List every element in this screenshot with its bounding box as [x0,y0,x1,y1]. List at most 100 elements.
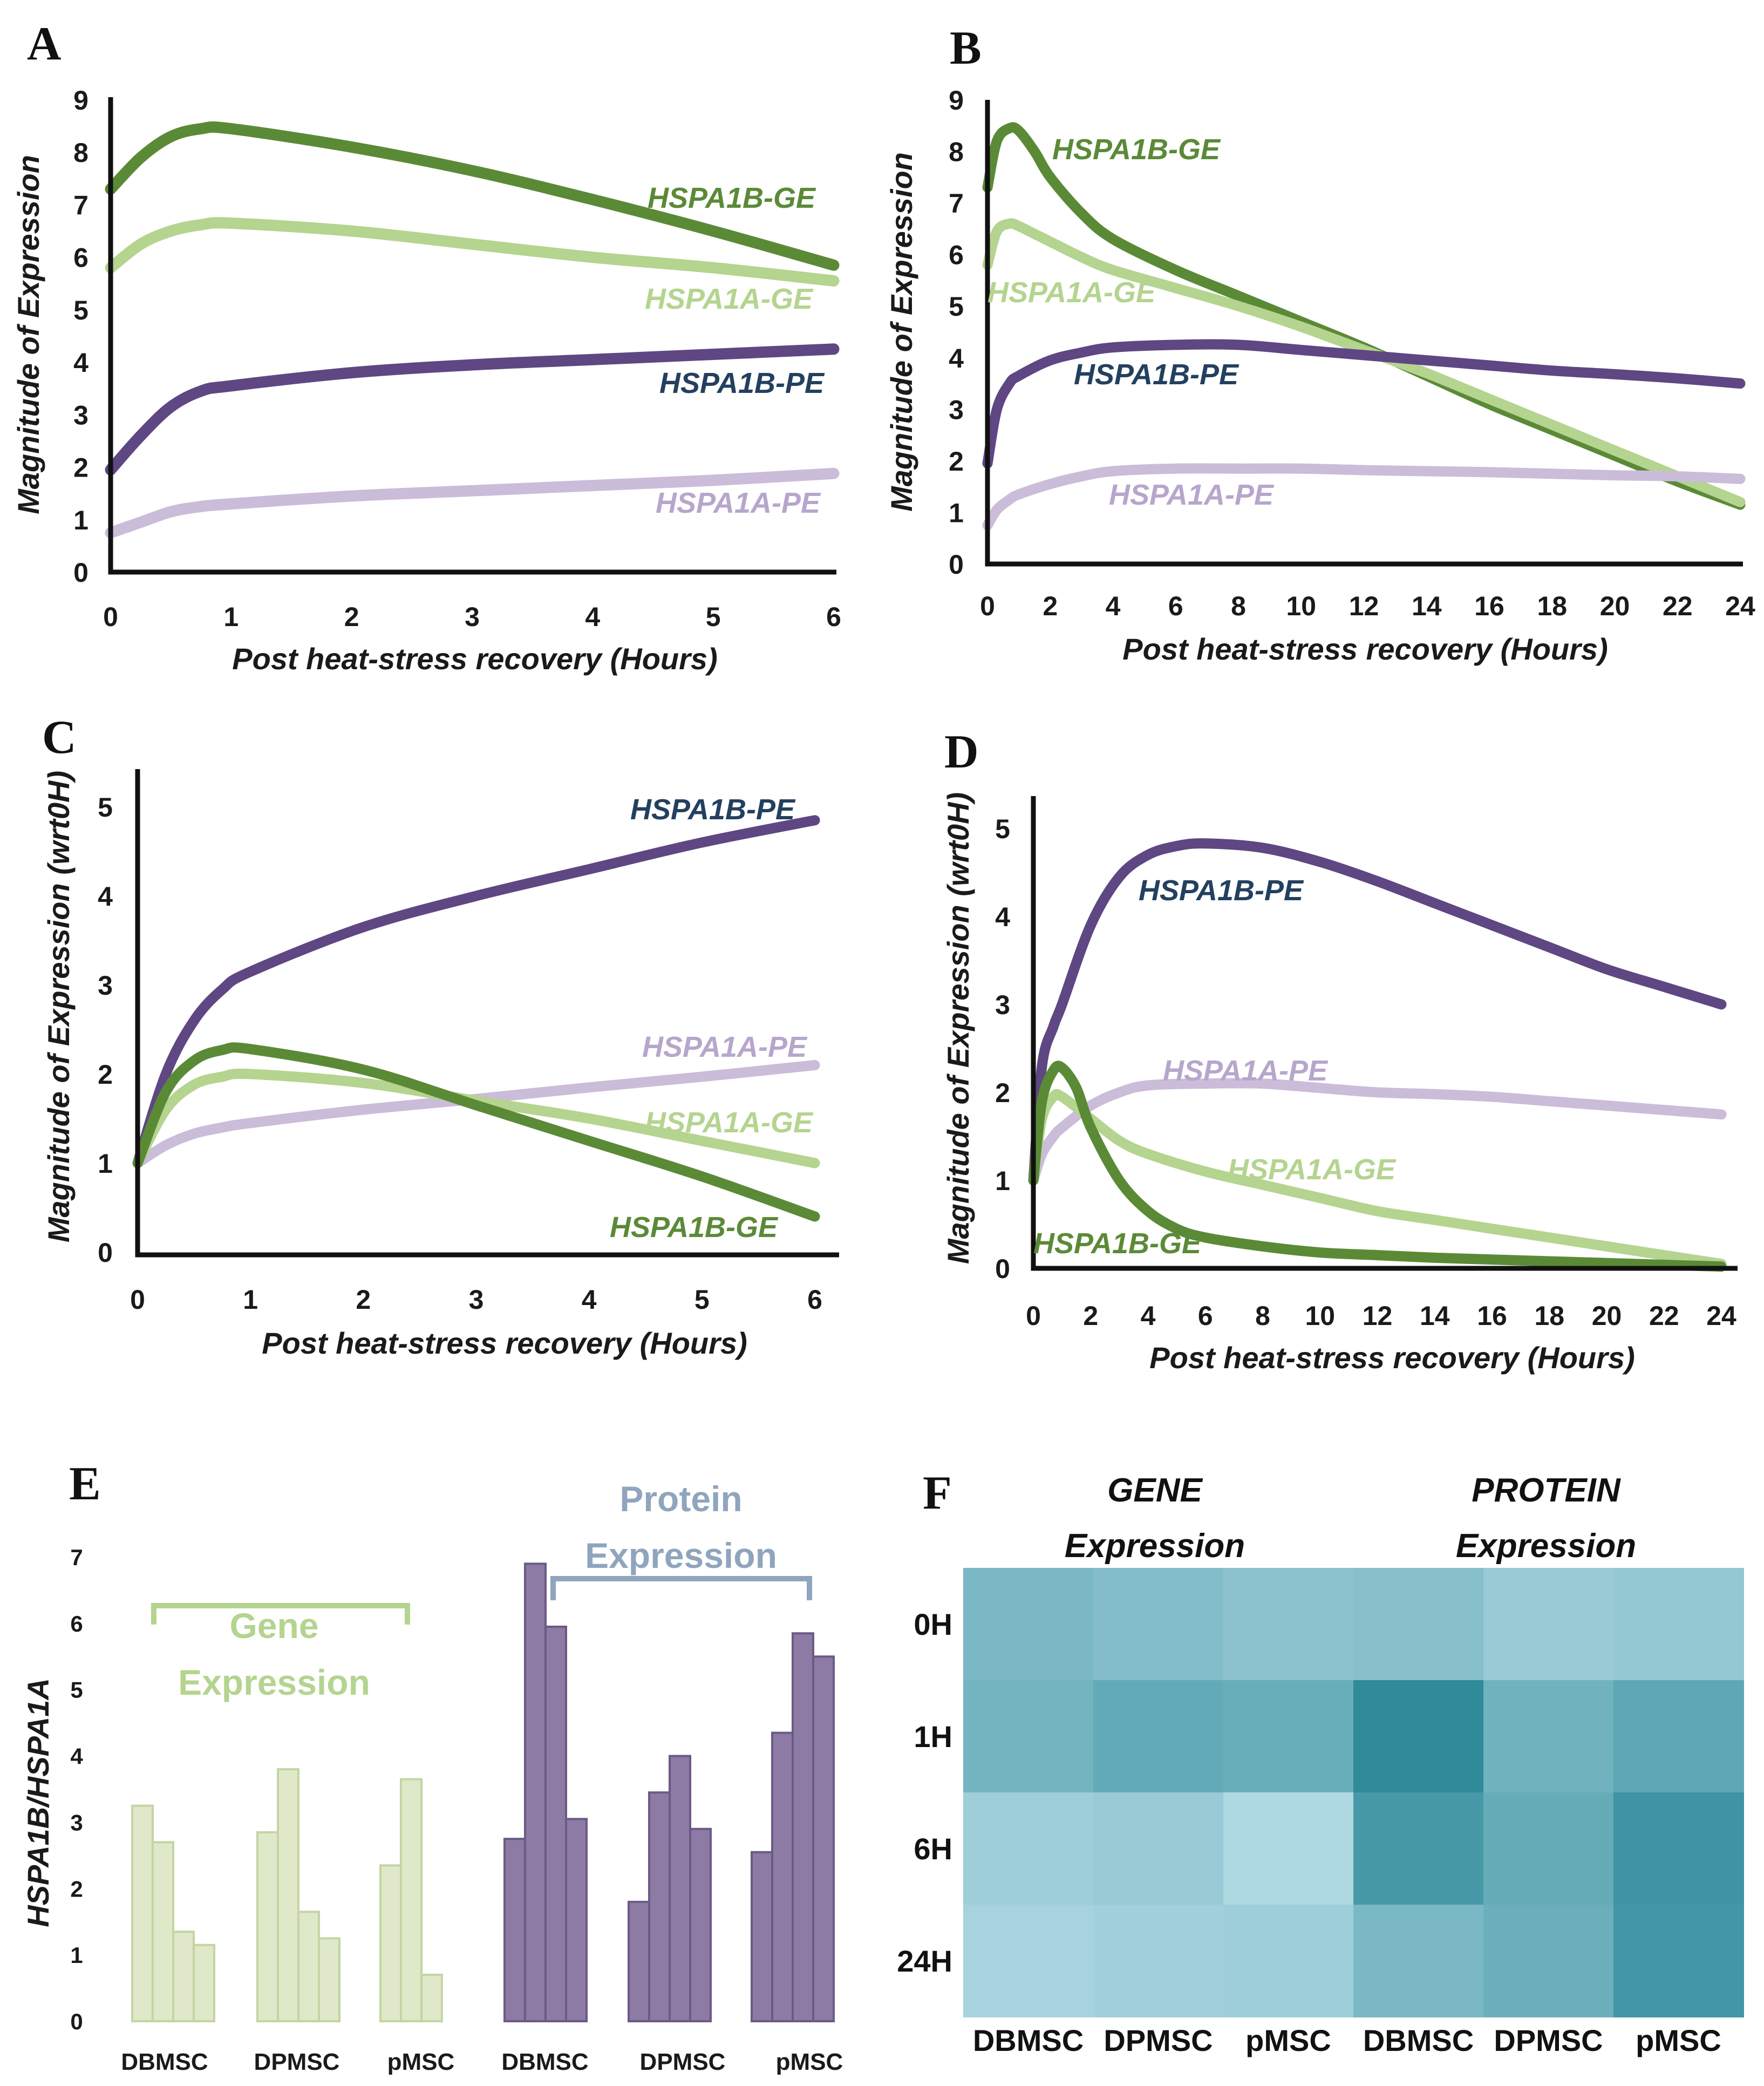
heatmap-column-label: pMSC [1245,2023,1331,2057]
panel-b-x-tick: 12 [1349,591,1379,621]
heatmap-cell-1h-4 [1483,1680,1614,1793]
panel-a-x-axis-title: Post heat-stress recovery (Hours) [232,642,717,676]
panel-b-line-hspa1b-pe [982,339,1746,469]
panel-c-y-tick: 4 [98,881,113,912]
protein-bar-dpmsc [648,1791,671,2022]
heatmap-cell-24h-3 [1353,1905,1484,2017]
heatmap-cell-0h-5 [1613,1568,1744,1681]
panel-b-series [982,122,1746,531]
heatmap-protein-title-line1: PROTEIN [1472,1472,1621,1509]
panel-d-line-hspa1a-ge [1028,1089,1727,1269]
panel-d-x-tick: 6 [1198,1301,1213,1331]
heatmap-row-label: 1H [914,1720,952,1754]
panel-d-x-tick: 18 [1534,1301,1564,1331]
panel-c-x-tick: 1 [243,1285,258,1315]
gene-bar-dbmsc [172,1931,195,2022]
panel-c-x-tick: 6 [807,1285,822,1315]
heatmap-column-label: pMSC [1636,2023,1721,2057]
heatmap-cell-1h-3 [1353,1680,1484,1793]
panel-b-label-hspa1a-ge: HSPA1A-GE [987,276,1156,309]
gene-bar-dbmsc [131,1804,154,2023]
panel-a-x-tick: 4 [585,602,600,632]
panel-c-y-tick: 1 [98,1149,113,1179]
panel-c-label-hspa1b-pe: HSPA1B-PE [630,793,796,826]
panel-a-label-hspa1a-pe: HSPA1A-PE [656,487,821,519]
heatmap-row-label: 0H [914,1607,952,1641]
panel-d-x-tick: 16 [1477,1301,1507,1331]
heatmap-cell-1h-0 [963,1680,1094,1793]
panel-a-y-tick: 7 [73,190,88,220]
panel-e-bar-chart: 0 1 2 3 4 5 6 7 DBMSC DPMSC pMSC DBMSC DPMSC pMSC HS… [21,1479,843,2075]
protein-bar-dpmsc [628,1900,650,2023]
panel-d-y-axis-title: Magnitude of Expression (wrt0H) [941,792,975,1264]
panel-b-y-tick: 6 [949,240,964,270]
heatmap-cell-6h-4 [1483,1792,1614,1905]
gene-bar-dpmsc [318,1937,340,2022]
panel-c-x-tick: 0 [130,1285,145,1315]
heatmap-cell-0h-4 [1483,1568,1614,1681]
panel-c-label-hspa1a-ge: HSPA1A-GE [645,1106,814,1139]
panel-c-y-tick: 0 [98,1238,113,1268]
panel-d-x-tick: 12 [1363,1301,1393,1331]
panel-d-x-tick: 14 [1420,1301,1450,1331]
panel-c-y-tick: 2 [98,1059,113,1090]
panel-e-y-tick: 6 [70,1611,83,1636]
heatmap-cell-1h-1 [1093,1680,1224,1793]
panel-d-x-tick: 0 [1026,1301,1041,1331]
heatmap-cell-0h-1 [1093,1568,1224,1681]
panel-b-x-tick: 10 [1286,591,1316,621]
protein-bar-dbmsc [524,1562,547,2022]
heatmap-cell-0h-0 [963,1568,1094,1681]
panel-a-x-tick: 0 [103,602,118,632]
heatmap-cell-0h-2 [1223,1568,1354,1681]
panel-b-x-tick: 14 [1412,591,1442,621]
heatmap-cell-0h-3 [1353,1568,1484,1681]
panel-c-line-hspa1a-pe [132,1060,820,1168]
panel-e-y-tick: 5 [70,1677,83,1703]
panel-a-label-hspa1b-pe: HSPA1B-PE [659,367,825,399]
panel-e-y-tick: 2 [70,1876,83,1901]
panel-e-category-label: DBMSC [501,2049,588,2075]
panel-a-y-tick: 4 [73,348,88,378]
heatmap-column-label: DPMSC [1494,2023,1603,2057]
panel-b-x-tick: 2 [1043,591,1058,621]
panel-c-axes [135,769,839,1258]
panel-a-y-tick: 2 [73,453,88,483]
panel-d-x-axis-title: Post heat-stress recovery (Hours) [1149,1341,1634,1375]
panel-e-y-tick: 1 [70,1942,83,1968]
panel-c-series [132,815,820,1222]
panel-e-category-label: DPMSC [640,2049,726,2075]
panel-a-x-tick: 6 [826,602,841,632]
panel-a-line-hspa1b-ge [105,121,840,271]
panel-b-label-hspa1b-ge: HSPA1B-GE [1052,133,1221,166]
protein-bar-dbmsc [565,1818,588,2022]
panel-a-x-tick: 3 [465,602,480,632]
heatmap-cell-6h-2 [1223,1792,1354,1905]
panel-b-label-hspa1a-pe: HSPA1A-PE [1109,479,1275,511]
panel-e-category-label: DPMSC [254,2049,340,2075]
heatmap-cell-1h-5 [1613,1680,1744,1793]
panel-b-x-tick: 24 [1725,591,1755,621]
panel-b-line-hspa1a-pe [982,463,1746,531]
panel-d-y-tick: 4 [995,902,1010,932]
panel-d-x-tick: 2 [1083,1301,1098,1331]
panel-b-y-axis-title: Magnitude of Expression [884,152,918,512]
gene-bar-dbmsc [193,1944,215,2023]
heatmap-column-label: DBMSC [1363,2023,1474,2057]
panel-d-y-tick: 0 [995,1254,1010,1284]
heatmap-protein-title-line2: Expression [1456,1527,1636,1565]
panel-d-line-hspa1a-pe [1028,1078,1727,1186]
panel-b-y-tick: 7 [949,188,964,219]
panel-a-y-tick: 8 [73,138,88,168]
panel-e-bars [131,1562,835,2023]
gene-bar-pmsc [379,1864,402,2022]
gene-expression-label-line2: Expression [178,1662,370,1702]
gene-expression-bracket [151,1603,410,1625]
panel-a-line-hspa1a-ge [105,217,840,287]
heatmap-cell-6h-5 [1613,1792,1744,1905]
protein-expression-label-line2: Expression [585,1535,777,1575]
panel-d-label-hspa1a-pe: HSPA1A-PE [1163,1055,1329,1087]
gene-expression-label-line1: Gene [229,1606,318,1646]
